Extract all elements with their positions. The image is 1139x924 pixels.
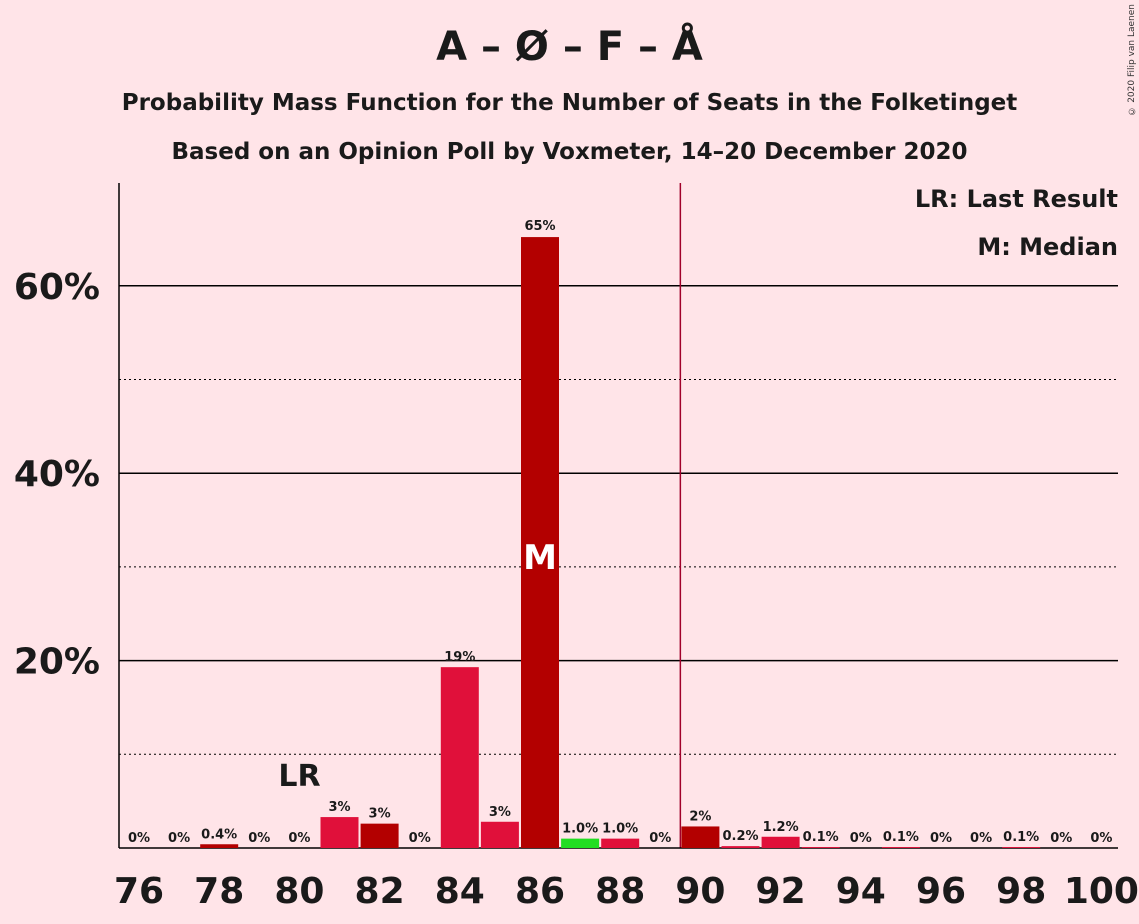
data-label-seat-87: 1.0%	[562, 822, 598, 837]
median-marker: M	[523, 538, 557, 578]
data-label-seat-80: 0%	[288, 831, 310, 846]
bar-seat-86	[521, 237, 559, 849]
x-tick-label: 96	[916, 871, 966, 912]
data-label-seat-96: 0%	[930, 831, 952, 846]
data-label-seat-77: 0%	[168, 831, 190, 846]
bar-seat-81	[320, 817, 359, 848]
x-tick-label: 90	[675, 871, 725, 912]
data-label-seat-90: 2%	[689, 809, 711, 824]
data-label-seat-97: 0%	[970, 831, 992, 846]
x-tick-label: 86	[515, 871, 565, 912]
bar-seat-92	[761, 836, 800, 848]
x-tick-label: 80	[274, 871, 324, 912]
x-tick-label: 88	[595, 871, 645, 912]
data-label-seat-100: 0%	[1090, 831, 1112, 846]
data-label-seat-95: 0.1%	[883, 830, 919, 845]
legend-median: M: Median	[977, 233, 1118, 261]
data-label-seat-89: 0%	[649, 831, 671, 846]
data-label-seat-92: 1.2%	[763, 820, 799, 835]
x-tick-label: 76	[114, 871, 164, 912]
bar-seat-87	[561, 838, 600, 848]
bar-seat-82	[360, 823, 399, 848]
bar-seat-88	[601, 838, 640, 848]
data-label-seat-94: 0%	[850, 831, 872, 846]
bar-seat-84	[440, 667, 479, 848]
data-label-seat-78: 0.4%	[201, 827, 237, 842]
chart-subtitle: Probability Mass Function for the Number…	[121, 90, 1018, 116]
y-tick-label: 20%	[14, 642, 100, 683]
x-tick-label: 92	[756, 871, 806, 912]
bar-seat-98	[1002, 847, 1041, 848]
data-label-seat-76: 0%	[128, 831, 150, 846]
data-label-seat-91: 0.2%	[722, 829, 758, 844]
legend-last-result: LR: Last Result	[914, 185, 1118, 213]
x-tick-label: 82	[355, 871, 405, 912]
last-result-marker: LR	[278, 759, 320, 794]
bar-seat-90	[681, 826, 720, 848]
x-tick-label: 78	[194, 871, 244, 912]
data-label-seat-85: 3%	[489, 805, 511, 820]
x-tick-label: 98	[996, 871, 1046, 912]
y-tick-label: 40%	[14, 454, 100, 495]
data-label-seat-88: 1.0%	[602, 822, 638, 837]
data-label-seat-81: 3%	[328, 800, 350, 815]
x-tick-label: 84	[435, 871, 485, 912]
bar-seat-93	[801, 847, 840, 848]
x-tick-label: 94	[836, 871, 886, 912]
chart-title: A – Ø – F – Å	[436, 24, 703, 70]
x-tick-label: 100	[1064, 871, 1139, 912]
data-label-seat-93: 0.1%	[803, 830, 839, 845]
bar-seat-78	[200, 844, 239, 848]
data-label-seat-86: 65%	[524, 219, 555, 234]
chart-subtitle-source: Based on an Opinion Poll by Voxmeter, 14…	[171, 139, 968, 165]
bar-seat-95	[881, 847, 920, 848]
data-label-seat-98: 0.1%	[1003, 830, 1039, 845]
bar-seat-91	[721, 846, 760, 848]
data-label-seat-79: 0%	[248, 831, 270, 846]
data-label-seat-83: 0%	[409, 831, 431, 846]
data-label-seat-82: 3%	[369, 807, 391, 822]
data-label-seat-84: 19%	[444, 650, 475, 665]
bar-seat-85	[480, 821, 519, 848]
data-label-seat-99: 0%	[1050, 831, 1072, 846]
y-tick-label: 60%	[14, 267, 100, 308]
